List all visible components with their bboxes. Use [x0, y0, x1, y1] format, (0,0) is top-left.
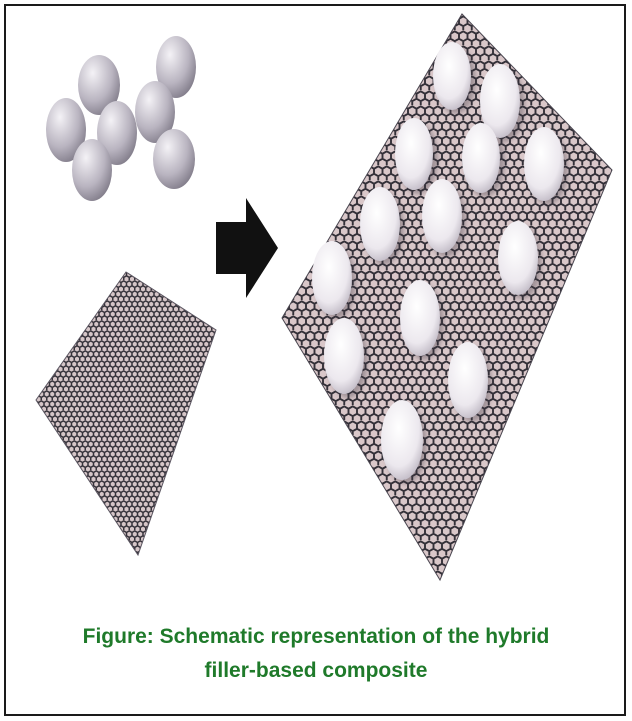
sphere-particle-icon — [156, 36, 196, 98]
sphere-particle-icon — [97, 101, 137, 165]
composite-particle — [395, 118, 433, 190]
composite-particle — [312, 241, 352, 315]
composite-particle — [498, 221, 538, 295]
sphere-particle-group — [46, 36, 196, 201]
composite-particles — [312, 42, 568, 484]
composite-particle — [324, 318, 364, 394]
composite-particle — [480, 64, 520, 138]
caption-line-2: filler-based composite — [204, 659, 428, 682]
composite-particle — [524, 127, 564, 201]
graphene-sheet-icon — [35, 271, 217, 557]
sphere-particle-icon — [72, 139, 112, 201]
sphere-particle-icon — [153, 129, 195, 189]
composite-particle — [422, 179, 462, 253]
caption-line-1: Figure: Schematic representation of the … — [82, 625, 550, 648]
sphere-particle-icon — [46, 98, 86, 162]
right-arrow-icon — [216, 198, 278, 298]
sphere-particle-icon — [78, 55, 120, 115]
sphere-particle-icon — [135, 81, 175, 143]
composite-particle — [448, 342, 488, 418]
composite-particle — [462, 123, 500, 193]
composite-particle — [400, 280, 440, 356]
composite-particle — [360, 187, 400, 261]
composite-particle — [433, 42, 471, 110]
figure-caption: Figure: Schematic representation of the … — [60, 620, 572, 688]
composite-particle — [381, 400, 423, 480]
composite-sheet-icon — [281, 13, 613, 582]
